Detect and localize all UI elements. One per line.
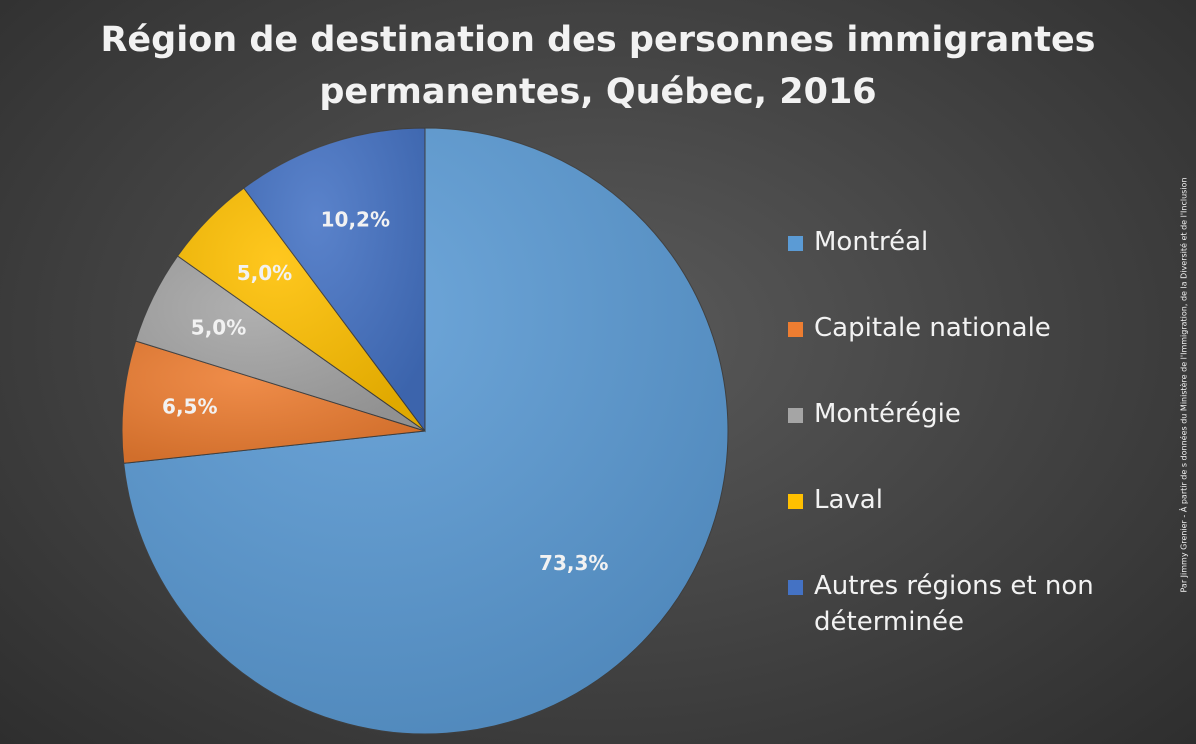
data-label-laval: 5,0% <box>237 261 292 285</box>
legend-swatch-autres <box>788 580 803 595</box>
legend-swatch-monteregie <box>788 408 803 423</box>
legend-swatch-capitale-nationale <box>788 322 803 337</box>
data-label-capitale-nationale: 6,5% <box>162 395 217 419</box>
chart-title: Région de destination des personnes immi… <box>0 14 1196 118</box>
source-credit: Par Jimmy Grenier - À partir de s donnée… <box>1179 177 1189 593</box>
data-label-monteregie: 5,0% <box>191 316 246 340</box>
chart-title-line-1: Région de destination des personnes immi… <box>100 20 1096 60</box>
legend-label-autres: Autres régions et non déterminée <box>814 571 1094 637</box>
legend-item-montreal: Montréal <box>788 224 1128 260</box>
legend-swatch-laval <box>788 494 803 509</box>
legend-label-montreal: Montréal <box>814 227 929 257</box>
legend-item-capitale-nationale: Capitale nationale <box>788 310 1128 346</box>
pie-slice-shading-laval <box>177 188 425 431</box>
legend-label-monteregie: Montérégie <box>814 399 961 429</box>
legend-item-monteregie: Montérégie <box>788 396 1128 432</box>
chart-title-line-2: permanentes, Québec, 2016 <box>319 72 877 112</box>
data-label-montreal: 73,3% <box>539 551 608 575</box>
pie-slice-shading-monteregie <box>135 255 426 431</box>
legend-label-laval: Laval <box>814 485 883 515</box>
pie-slice-shading-autres <box>243 128 425 431</box>
legend: Montréal Capitale nationale Montérégie L… <box>788 224 1128 690</box>
pie-slice-shading-montreal <box>123 128 728 734</box>
data-label-autres: 10,2% <box>321 208 390 232</box>
legend-swatch-montreal <box>788 236 803 251</box>
pie-slice-shading-capitale-nationale <box>122 340 426 464</box>
legend-label-capitale-nationale: Capitale nationale <box>814 313 1051 343</box>
legend-item-laval: Laval <box>788 482 1128 518</box>
legend-item-autres: Autres régions et non déterminée <box>788 568 1128 640</box>
